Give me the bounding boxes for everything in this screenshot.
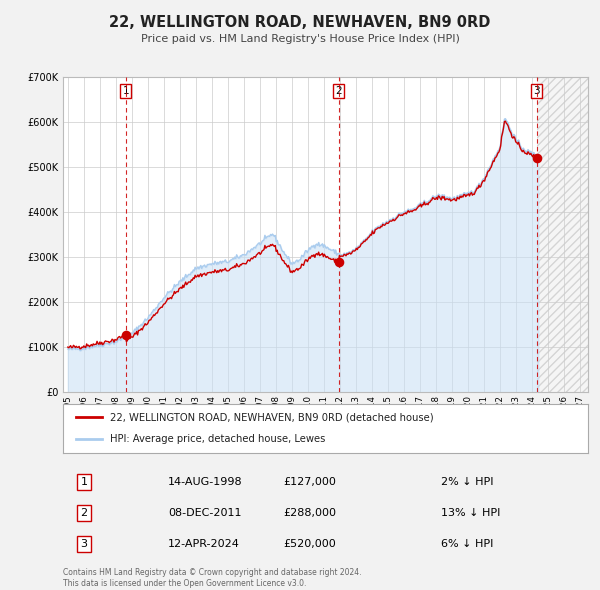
- Text: 22, WELLINGTON ROAD, NEWHAVEN, BN9 0RD: 22, WELLINGTON ROAD, NEWHAVEN, BN9 0RD: [109, 15, 491, 30]
- Text: HPI: Average price, detached house, Lewes: HPI: Average price, detached house, Lewe…: [110, 434, 326, 444]
- Text: 14-AUG-1998: 14-AUG-1998: [168, 477, 242, 487]
- Text: 2: 2: [335, 86, 342, 96]
- Text: 08-DEC-2011: 08-DEC-2011: [168, 508, 241, 518]
- Text: £288,000: £288,000: [283, 508, 336, 518]
- Point: [121, 330, 130, 340]
- Text: 6% ↓ HPI: 6% ↓ HPI: [441, 539, 493, 549]
- Text: 12-APR-2024: 12-APR-2024: [168, 539, 240, 549]
- Text: £127,000: £127,000: [283, 477, 336, 487]
- Text: Contains HM Land Registry data © Crown copyright and database right 2024.
This d: Contains HM Land Registry data © Crown c…: [63, 568, 361, 588]
- Text: 1: 1: [80, 477, 88, 487]
- Text: 1: 1: [122, 86, 129, 96]
- Text: 22, WELLINGTON ROAD, NEWHAVEN, BN9 0RD (detached house): 22, WELLINGTON ROAD, NEWHAVEN, BN9 0RD (…: [110, 412, 434, 422]
- Text: Price paid vs. HM Land Registry's House Price Index (HPI): Price paid vs. HM Land Registry's House …: [140, 34, 460, 44]
- Point: [334, 258, 343, 267]
- Text: 2% ↓ HPI: 2% ↓ HPI: [441, 477, 493, 487]
- Point: [532, 153, 541, 163]
- Text: 2: 2: [80, 508, 88, 518]
- Text: 13% ↓ HPI: 13% ↓ HPI: [441, 508, 500, 518]
- Text: 3: 3: [80, 539, 88, 549]
- Text: £520,000: £520,000: [283, 539, 336, 549]
- Bar: [536, 77, 596, 392]
- Text: 3: 3: [533, 86, 540, 96]
